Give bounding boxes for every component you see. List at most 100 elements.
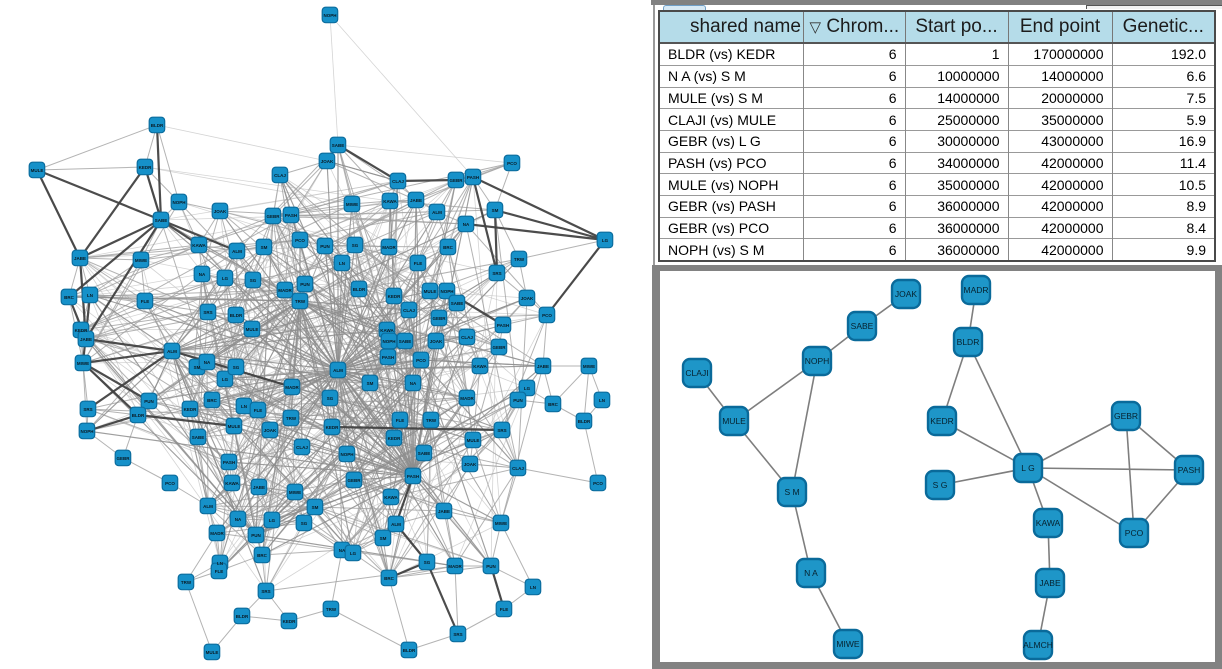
svg-text:KAWA: KAWA	[225, 481, 239, 486]
svg-text:GEBR: GEBR	[116, 456, 130, 461]
svg-text:JABE: JABE	[537, 364, 549, 369]
svg-text:SG: SG	[352, 243, 359, 248]
svg-text:JABE: JABE	[438, 509, 450, 514]
svg-text:SM: SM	[312, 505, 319, 510]
svg-text:ALM: ALM	[333, 368, 343, 373]
svg-text:LG: LG	[350, 551, 357, 556]
svg-text:SRS: SRS	[492, 271, 501, 276]
svg-text:GEBR: GEBR	[347, 478, 361, 483]
svg-text:PASH: PASH	[285, 213, 297, 218]
svg-text:NA: NA	[463, 222, 470, 227]
svg-text:MULE: MULE	[206, 650, 219, 655]
svg-text:NA: NA	[235, 517, 242, 522]
svg-text:MADR: MADR	[210, 531, 224, 536]
svg-text:LN: LN	[87, 293, 93, 298]
svg-text:N A: N A	[804, 568, 818, 578]
svg-text:MIWE: MIWE	[346, 202, 358, 207]
svg-text:TRW: TRW	[295, 299, 306, 304]
svg-text:KEDR: KEDR	[388, 436, 402, 441]
svg-text:SABE: SABE	[155, 218, 168, 223]
svg-text:MIWE: MIWE	[583, 364, 595, 369]
svg-text:GEBR: GEBR	[1114, 411, 1138, 421]
svg-text:FLE: FLE	[254, 408, 263, 413]
svg-text:SABE: SABE	[332, 143, 345, 148]
svg-text:KEDR: KEDR	[75, 328, 89, 333]
svg-text:CLAJ: CLAJ	[274, 173, 286, 178]
svg-text:NOPH: NOPH	[172, 200, 185, 205]
svg-text:PCO: PCO	[593, 481, 603, 486]
svg-text:SG: SG	[301, 521, 308, 526]
svg-text:BLDR: BLDR	[151, 123, 164, 128]
svg-text:MADR: MADR	[285, 385, 299, 390]
svg-text:PASH: PASH	[223, 460, 235, 465]
svg-text:NA: NA	[339, 548, 346, 553]
svg-text:LN: LN	[599, 398, 605, 403]
svg-text:MULE: MULE	[246, 327, 259, 332]
svg-text:BRC: BRC	[548, 402, 558, 407]
svg-text:KAWA: KAWA	[380, 328, 394, 333]
svg-text:CLAJI: CLAJI	[685, 368, 708, 378]
svg-text:JABE: JABE	[253, 485, 265, 490]
svg-text:NOPH: NOPH	[805, 356, 830, 366]
svg-text:BLDR: BLDR	[132, 413, 145, 418]
svg-text:LG: LG	[524, 386, 531, 391]
svg-text:MIWE: MIWE	[289, 490, 301, 495]
svg-text:ALMCH: ALMCH	[1023, 640, 1053, 650]
svg-text:BLDR: BLDR	[403, 648, 416, 653]
svg-text:PASH: PASH	[467, 175, 479, 180]
svg-text:JOAK: JOAK	[321, 159, 334, 164]
svg-text:BLDR: BLDR	[236, 614, 249, 619]
svg-text:KAWA: KAWA	[192, 243, 206, 248]
svg-text:SRS: SRS	[453, 632, 462, 637]
svg-text:BRC: BRC	[443, 245, 453, 250]
svg-text:BRC: BRC	[207, 398, 217, 403]
svg-text:PCO: PCO	[165, 481, 175, 486]
svg-text:PCO: PCO	[416, 358, 426, 363]
svg-text:PCO: PCO	[542, 313, 552, 318]
svg-text:TRW: TRW	[286, 416, 297, 421]
svg-text:JOAK: JOAK	[521, 296, 534, 301]
svg-text:JABE: JABE	[1039, 578, 1061, 588]
svg-text:LN: LN	[339, 261, 345, 266]
svg-text:SABE: SABE	[418, 451, 431, 456]
svg-text:JOAK: JOAK	[264, 428, 277, 433]
svg-text:GEBR: GEBR	[266, 214, 280, 219]
svg-text:PUN: PUN	[300, 282, 310, 287]
svg-text:KAWA: KAWA	[1036, 518, 1061, 528]
svg-text:TRW: TRW	[181, 580, 192, 585]
svg-text:ALM: ALM	[203, 504, 213, 509]
svg-text:CLAJ: CLAJ	[461, 335, 473, 340]
svg-text:BLDR: BLDR	[353, 287, 366, 292]
svg-text:PUN: PUN	[486, 564, 496, 569]
svg-text:SRS: SRS	[83, 407, 92, 412]
svg-text:GEBR: GEBR	[432, 316, 446, 321]
svg-text:SM: SM	[367, 381, 374, 386]
svg-text:ALM: ALM	[167, 349, 177, 354]
svg-text:NOPH: NOPH	[323, 13, 336, 18]
svg-text:LN: LN	[241, 404, 247, 409]
svg-text:S G: S G	[933, 480, 948, 490]
svg-text:LN: LN	[217, 561, 223, 566]
svg-text:GEBR: GEBR	[492, 345, 506, 350]
svg-text:BLDR: BLDR	[230, 313, 243, 318]
svg-text:NOPH: NOPH	[340, 452, 353, 457]
svg-text:SG: SG	[327, 396, 334, 401]
svg-text:MIWE: MIWE	[836, 639, 859, 649]
svg-text:FLE: FLE	[141, 299, 150, 304]
svg-text:PASH: PASH	[407, 474, 419, 479]
svg-text:CLAJ: CLAJ	[296, 445, 308, 450]
svg-text:JABE: JABE	[80, 337, 92, 342]
svg-text:CLAJ: CLAJ	[403, 308, 415, 313]
svg-text:SM: SM	[492, 208, 499, 213]
svg-text:JABE: JABE	[74, 256, 86, 261]
svg-text:SRS: SRS	[261, 589, 270, 594]
svg-text:KEDR: KEDR	[184, 407, 198, 412]
svg-text:SABE: SABE	[451, 301, 464, 306]
svg-text:NA: NA	[199, 272, 206, 277]
svg-text:TRW: TRW	[326, 607, 337, 612]
svg-text:LN: LN	[530, 585, 536, 590]
svg-text:MULE: MULE	[31, 168, 44, 173]
svg-text:MADR: MADR	[382, 245, 396, 250]
svg-text:PUN: PUN	[144, 399, 154, 404]
svg-text:MIWE: MIWE	[495, 521, 507, 526]
